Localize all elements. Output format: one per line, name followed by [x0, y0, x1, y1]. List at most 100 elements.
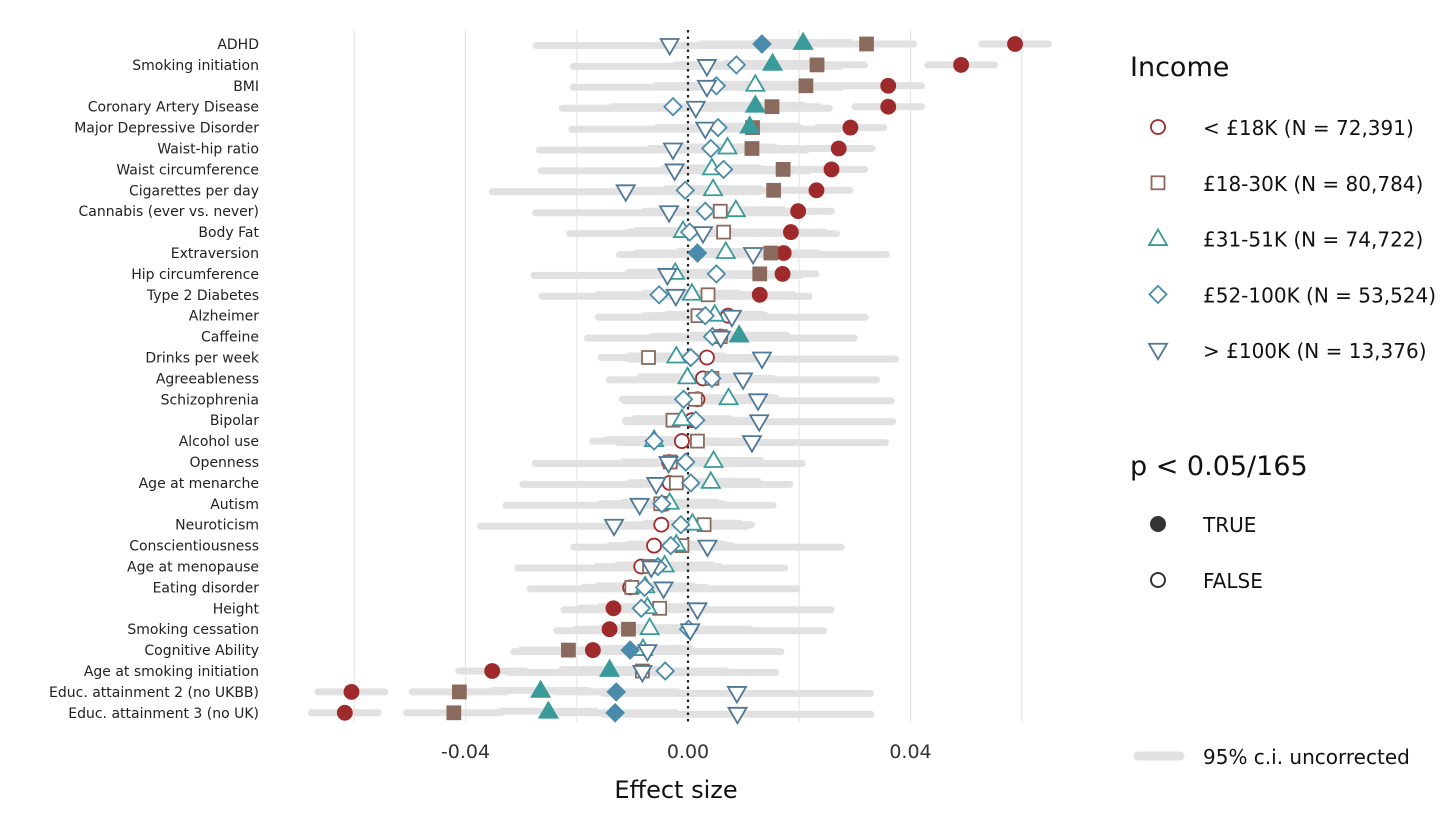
- trait-label: Eating disorder: [153, 580, 260, 596]
- legend-series-label: £18-30K (N = 80,784): [1203, 172, 1423, 196]
- data-point: [774, 265, 791, 282]
- data-point: [645, 477, 667, 496]
- legend-true-label: TRUE: [1202, 513, 1256, 537]
- data-point: [631, 665, 653, 684]
- trait-label: Autism: [210, 497, 259, 513]
- data-point: [725, 198, 747, 218]
- data-point: [673, 389, 694, 410]
- data-point: [640, 560, 662, 579]
- data-point: [696, 59, 718, 78]
- data-point: [702, 368, 722, 389]
- data-point: [721, 309, 743, 328]
- legend-p-title: p < 0.05/165: [1130, 451, 1308, 482]
- data-point: [657, 456, 680, 475]
- data-point: [742, 247, 764, 266]
- legend-false-marker: [1150, 572, 1166, 588]
- data-point: [644, 431, 664, 451]
- data-point: [695, 201, 716, 222]
- data-point: [639, 616, 661, 636]
- trait-label: Age at menopause: [127, 560, 259, 576]
- data-point: [764, 99, 780, 115]
- trait-label: Alzheimer: [189, 309, 259, 325]
- data-point: [775, 245, 792, 261]
- data-point: [629, 497, 651, 517]
- data-point: [603, 518, 625, 537]
- data-point: [953, 56, 970, 73]
- trait-label: Agreeableness: [156, 371, 259, 387]
- data-point: [599, 658, 621, 677]
- data-point: [823, 161, 840, 178]
- trait-label: Extraversion: [171, 246, 259, 262]
- data-point: [675, 452, 696, 472]
- trait-label: Waist-hip ratio: [157, 142, 259, 158]
- data-point: [681, 282, 703, 301]
- trait-label: Alcohol use: [179, 434, 259, 450]
- data-point: [670, 514, 691, 535]
- data-point: [446, 705, 462, 721]
- data-point: [744, 141, 760, 156]
- data-point: [710, 330, 732, 349]
- data-point: [712, 203, 728, 219]
- legend-marker: [1147, 342, 1169, 361]
- data-point: [695, 305, 716, 326]
- data-point: [739, 115, 761, 134]
- data-point: [766, 182, 782, 198]
- trait-label: Age at smoking initiation: [84, 664, 259, 680]
- data-point: [676, 366, 699, 385]
- data-point: [537, 700, 559, 719]
- data-point: [706, 264, 727, 284]
- data-point: [665, 345, 687, 364]
- data-point: [809, 57, 825, 73]
- data-point: [659, 38, 681, 57]
- data-point: [621, 621, 636, 637]
- data-point: [685, 410, 706, 431]
- x-tick-label: -0.04: [441, 741, 490, 763]
- trait-label: Drinks per week: [145, 351, 260, 367]
- data-point: [744, 73, 766, 92]
- data-point: [880, 77, 897, 94]
- data-point: [859, 36, 874, 52]
- legend-marker: [1150, 119, 1166, 135]
- legend-income-title: Income: [1130, 52, 1229, 83]
- data-point: [775, 162, 791, 177]
- data-point: [680, 473, 701, 493]
- legend-series: < £18K (N = 72,391) £18-30K (N = 80,784) £…: [1147, 116, 1436, 363]
- data-point: [751, 286, 768, 303]
- data-point: [700, 138, 721, 159]
- x-tick-label: 0.04: [889, 741, 931, 763]
- legend-marker: [1147, 227, 1169, 246]
- data-point: [744, 94, 766, 113]
- trait-label: Caffeine: [201, 330, 259, 346]
- data-point: [790, 203, 807, 220]
- data-point: [668, 475, 684, 491]
- data-point: [808, 182, 825, 199]
- trait-label: Cognitive Ability: [144, 643, 259, 659]
- data-point: [641, 350, 656, 365]
- trait-label: Smoking initiation: [132, 58, 259, 74]
- trait-label: Bipolar: [210, 413, 259, 429]
- data-point: [696, 79, 718, 99]
- data-point: [747, 393, 769, 412]
- data-point: [700, 287, 716, 303]
- data-point: [830, 140, 847, 157]
- trait-label: Conscientiousness: [129, 539, 259, 555]
- data-point: [336, 704, 353, 721]
- trait-label: Smoking cessation: [127, 622, 259, 638]
- data-point: [530, 679, 552, 698]
- trait-label: ADHD: [217, 37, 259, 53]
- trait-label: Hip circumference: [131, 267, 259, 283]
- data-points: [336, 31, 1023, 726]
- data-point: [694, 121, 716, 140]
- data-point: [798, 78, 814, 94]
- data-point: [484, 663, 501, 679]
- data-point: [652, 581, 675, 600]
- data-point: [686, 602, 709, 621]
- data-point: [761, 52, 784, 71]
- data-point: [664, 163, 686, 182]
- data-point: [741, 435, 763, 454]
- data-point: [660, 535, 681, 556]
- data-point: [675, 180, 696, 201]
- data-point: [748, 414, 770, 433]
- x-axis-ticks: -0.04 0.00 0.04: [441, 741, 932, 763]
